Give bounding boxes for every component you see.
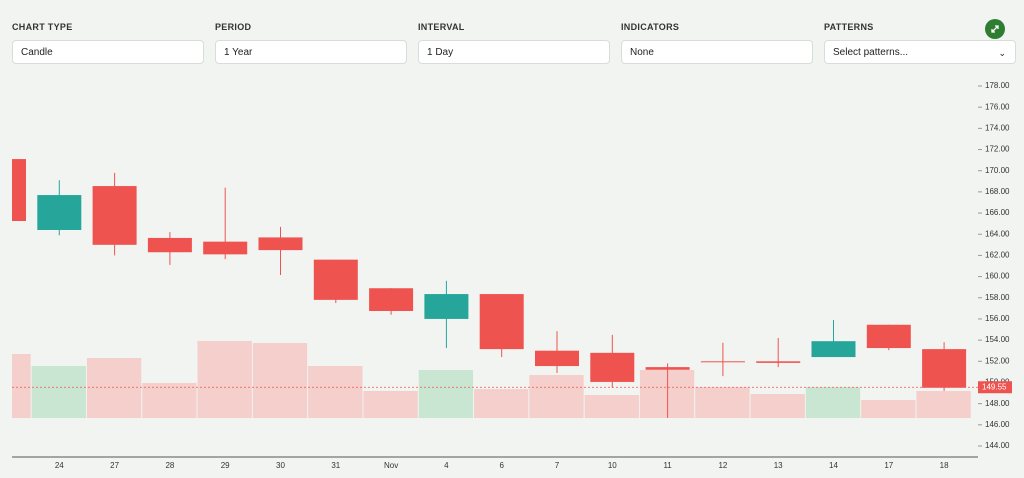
y-tick-label: 158.00 bbox=[985, 293, 1010, 302]
price-tag-label: 149.55 bbox=[982, 382, 1007, 391]
y-tick-label: 152.00 bbox=[985, 356, 1010, 365]
candle-body bbox=[866, 324, 911, 349]
dropdown-value: None bbox=[630, 47, 654, 58]
y-tick-label: 172.00 bbox=[985, 145, 1010, 154]
control-label: INDICATORS bbox=[621, 22, 680, 32]
volume-bar bbox=[584, 395, 639, 418]
y-tick-label: 176.00 bbox=[985, 102, 1010, 111]
y-tick-label: 160.00 bbox=[985, 272, 1010, 281]
dropdown-value: Select patterns... bbox=[833, 47, 909, 58]
y-tick-label: 148.00 bbox=[985, 399, 1010, 408]
x-tick-label: 27 bbox=[110, 461, 119, 470]
dropdown[interactable]: Candle bbox=[12, 40, 204, 64]
y-tick-label: 164.00 bbox=[985, 229, 1010, 238]
y-tick-label: 178.00 bbox=[985, 81, 1010, 90]
dropdown[interactable]: Select patterns... ⌄ bbox=[824, 40, 1016, 64]
y-tick-label: 168.00 bbox=[985, 187, 1010, 196]
chevron: ⌄ bbox=[998, 48, 1006, 58]
price-tag bbox=[978, 381, 1012, 394]
x-tick-label: 30 bbox=[276, 461, 285, 470]
dropdown[interactable]: 1 Day bbox=[418, 40, 610, 64]
x-tick-label: 28 bbox=[165, 461, 174, 470]
y-tick-label: 144.00 bbox=[985, 441, 1010, 450]
candle-body bbox=[811, 341, 856, 358]
volume-bar bbox=[12, 354, 31, 418]
candle-body bbox=[12, 159, 26, 221]
volume-bar bbox=[529, 375, 584, 418]
x-tick-label: 11 bbox=[663, 461, 672, 470]
volume-bar bbox=[142, 383, 197, 418]
expand-button[interactable] bbox=[985, 19, 1005, 39]
control: CHART TYPE Candle bbox=[12, 22, 204, 64]
x-tick-label: 18 bbox=[940, 461, 949, 470]
volume-bar bbox=[252, 343, 308, 418]
dropdown-value: 1 Day bbox=[427, 47, 454, 58]
x-tick-label: 7 bbox=[555, 461, 560, 470]
expand-icon bbox=[991, 25, 999, 33]
volume-bar bbox=[363, 391, 418, 418]
volume-bar bbox=[86, 358, 142, 418]
x-tick-label: 10 bbox=[608, 461, 617, 470]
volume-bar bbox=[474, 389, 529, 418]
volume-bar bbox=[805, 387, 861, 418]
control: INDICATORS None bbox=[621, 22, 813, 64]
candle-body bbox=[258, 237, 303, 251]
y-tick-label: 166.00 bbox=[985, 208, 1010, 217]
x-tick-label: 31 bbox=[331, 461, 340, 470]
volume-bar bbox=[197, 341, 252, 418]
volume-bar bbox=[861, 400, 916, 418]
x-tick-label: 29 bbox=[221, 461, 230, 470]
candle-body bbox=[535, 350, 579, 367]
dropdown-value: Candle bbox=[21, 47, 53, 58]
x-tick-label: 4 bbox=[444, 461, 449, 470]
candle-body bbox=[147, 237, 192, 253]
volume-bar bbox=[418, 370, 474, 418]
candle-body bbox=[424, 294, 469, 319]
x-tick-label: 17 bbox=[884, 461, 893, 470]
volume-bar bbox=[695, 387, 750, 418]
volume-bar bbox=[31, 366, 86, 418]
y-tick-label: 170.00 bbox=[985, 166, 1010, 175]
control: PATTERNS Select patterns... ⌄ bbox=[824, 22, 1016, 64]
candle-body bbox=[756, 361, 801, 363]
candle-body bbox=[700, 361, 745, 363]
control-label: PATTERNS bbox=[824, 22, 874, 32]
candle-body bbox=[922, 349, 967, 388]
control-label: INTERVAL bbox=[418, 22, 465, 32]
x-tick-label: 14 bbox=[829, 461, 838, 470]
y-tick-label: 154.00 bbox=[985, 335, 1010, 344]
y-tick-label: 162.00 bbox=[985, 251, 1010, 260]
x-tick-label: 6 bbox=[499, 461, 504, 470]
y-tick-label: 156.00 bbox=[985, 314, 1010, 323]
x-tick-label: 24 bbox=[55, 461, 64, 470]
candle-body bbox=[203, 241, 248, 255]
y-tick-label: 174.00 bbox=[985, 123, 1010, 132]
volume-bar bbox=[750, 394, 805, 418]
x-tick-label: 13 bbox=[774, 461, 783, 470]
volume-bar bbox=[916, 391, 971, 418]
control-label: CHART TYPE bbox=[12, 22, 73, 32]
dropdown[interactable]: 1 Year bbox=[215, 40, 407, 64]
y-tick-label: 146.00 bbox=[985, 420, 1010, 429]
control: PERIOD 1 Year bbox=[215, 22, 407, 64]
x-tick-label: Nov bbox=[384, 461, 398, 470]
candle-body bbox=[313, 259, 358, 300]
candle-body bbox=[92, 186, 137, 245]
control-label: PERIOD bbox=[215, 22, 252, 32]
dropdown-value: 1 Year bbox=[224, 47, 253, 58]
candle-body bbox=[369, 288, 414, 311]
volume-bar bbox=[308, 366, 363, 418]
candle-body bbox=[479, 294, 524, 350]
candle-body bbox=[645, 367, 690, 370]
x-tick-label: 12 bbox=[718, 461, 727, 470]
dropdown[interactable]: None bbox=[621, 40, 813, 64]
control: INTERVAL 1 Day bbox=[418, 22, 610, 64]
candle-body bbox=[37, 195, 82, 230]
candle-body bbox=[590, 352, 635, 382]
